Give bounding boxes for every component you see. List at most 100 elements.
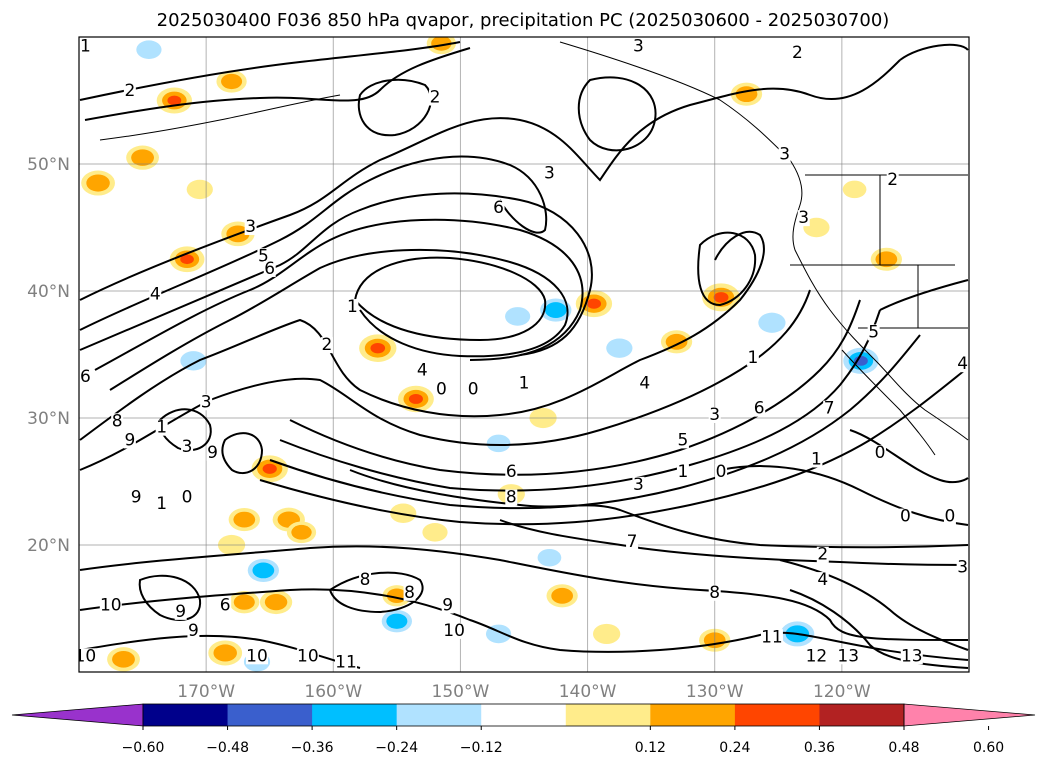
precip-cell-core <box>264 594 288 611</box>
contour-label-bg <box>760 629 783 646</box>
contour-label-bg <box>181 489 194 506</box>
contour-label-bg <box>79 38 92 55</box>
colorbar-segment <box>312 704 398 726</box>
lon-tick-label: 170°W <box>177 682 235 702</box>
contour-label-bg <box>676 464 689 481</box>
contour-label: 9 <box>207 443 218 463</box>
coastline-baja <box>841 349 936 456</box>
state-borders <box>790 175 955 328</box>
precip-cell-core <box>213 644 237 662</box>
precip-cell <box>186 179 213 200</box>
contour-line <box>79 588 969 661</box>
contour-line <box>109 248 569 391</box>
contour-label-bg <box>816 572 829 589</box>
contour-label: 4 <box>957 354 968 374</box>
contour-line <box>79 192 593 356</box>
contour-label: 7 <box>627 532 638 552</box>
precip-cell-core <box>665 333 688 350</box>
contour-label: 8 <box>506 488 517 508</box>
contour-label-bg <box>187 622 200 639</box>
precip-cell <box>136 40 162 60</box>
precip-cell-core <box>386 613 408 629</box>
contour-label-bg <box>632 38 645 55</box>
contour-label-bg <box>676 432 689 449</box>
contour-label: 11 <box>335 653 357 673</box>
contour-label: 1 <box>347 297 358 317</box>
contour-label-bg <box>346 299 359 316</box>
contour-label: 3 <box>544 164 555 184</box>
contour-label-bg <box>181 438 194 455</box>
contour-label: 12 <box>806 646 828 666</box>
precip-cell-peak <box>370 342 386 354</box>
contour-label-bg <box>943 508 956 525</box>
contour-line <box>899 43 969 61</box>
colorbar-tick-label: −0.60 <box>122 740 165 756</box>
precip-cell-peak <box>180 254 194 265</box>
contour-line <box>259 369 966 526</box>
contour-label-bg <box>492 199 505 216</box>
contour-label: 1 <box>811 449 822 469</box>
contour-label-bg <box>263 260 276 277</box>
precip-cell-core <box>544 302 567 318</box>
precip-cell <box>537 548 562 567</box>
contour-label: 10 <box>246 646 268 666</box>
contour-label: 3 <box>633 37 644 57</box>
contour-label: 6 <box>264 259 275 279</box>
contour-label: 10 <box>75 646 97 666</box>
contour-label-bg <box>467 381 480 398</box>
colorbar-tick-label: 0.48 <box>888 740 919 756</box>
contour-label-bg <box>296 648 319 665</box>
contour-label: 13 <box>837 646 859 666</box>
contour-label: 0 <box>716 462 727 482</box>
contour-label-bg <box>155 419 168 436</box>
precip-cell-core <box>875 251 898 268</box>
qvapor-contours <box>79 41 969 669</box>
contour-label-bg <box>715 464 728 481</box>
contour-label-bg <box>753 400 766 417</box>
contour-label-bg <box>505 464 518 481</box>
contour-line <box>779 559 969 651</box>
contour-label: 0 <box>945 507 956 527</box>
precip-cell-core <box>735 86 758 103</box>
contour-line <box>849 429 969 484</box>
contour-label: 4 <box>150 284 161 304</box>
contour-label-bg <box>638 375 651 392</box>
colorbar-segment <box>396 704 482 726</box>
colorbar-segment <box>481 704 567 726</box>
contour-label: 11 <box>761 627 783 647</box>
lat-tick-label: 20°N <box>27 536 70 556</box>
contour-label-bg <box>219 597 232 614</box>
contour-label: 6 <box>80 367 91 387</box>
contour-label-bg <box>837 648 860 665</box>
contour-label-bg <box>244 219 257 236</box>
precip-cell <box>758 312 786 333</box>
contour-label-bg <box>823 400 836 417</box>
contour-label: 8 <box>360 570 371 590</box>
coastlines <box>99 41 969 456</box>
longitude-labels: 170°W 160°W 150°W 140°W 130°W 120°W <box>177 682 871 702</box>
precip-cell-core <box>431 37 452 51</box>
contour-label: 3 <box>201 392 212 412</box>
contour-line <box>353 256 547 342</box>
contour-label: 3 <box>957 557 968 577</box>
lon-tick-label: 130°W <box>686 682 744 702</box>
chart-title: 2025030400 F036 850 hPa qvapor, precipit… <box>157 10 890 31</box>
colorbar-tick-label: 0.12 <box>635 740 666 756</box>
lon-tick-label: 120°W <box>813 682 871 702</box>
contour-label-bg <box>886 172 899 189</box>
contour-label-bg <box>320 337 333 354</box>
contour-label-bg <box>429 89 441 106</box>
map-frame <box>78 36 970 673</box>
precip-cell-peak <box>408 393 423 404</box>
precip-cell <box>422 522 448 542</box>
precip-cell <box>180 351 207 371</box>
colorbar-tick-label: −0.12 <box>460 740 503 756</box>
contour-label-bg <box>900 648 923 665</box>
precip-cell-peak <box>713 292 729 303</box>
contour-label-bg <box>99 597 122 614</box>
colorbar-tick-label: 0.60 <box>973 740 1004 756</box>
contour-label: 9 <box>131 488 142 508</box>
precip-cell-peak <box>262 463 277 474</box>
coastline-aleutians <box>99 94 341 141</box>
